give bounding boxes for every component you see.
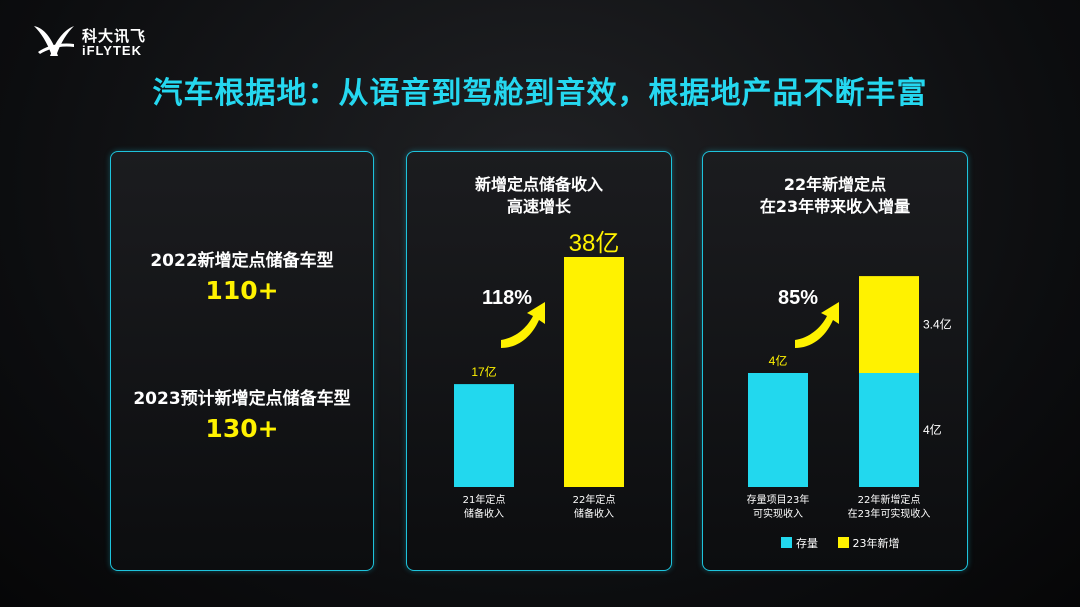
- chart2-bar-2-existing: [859, 373, 919, 487]
- chart2-bar1-value-label: 4亿: [769, 353, 788, 368]
- legend-label-new: 23年新增: [852, 537, 900, 550]
- reserve-models-panel: 2022新增定点储备车型 110+ 2023预计新增定点储备车型 130+: [110, 151, 374, 571]
- chart2-bar2-existing-label: 4亿: [923, 422, 942, 437]
- chart1-title-line2: 高速增长: [506, 197, 571, 216]
- chart2-bar-1-existing: [748, 373, 808, 487]
- chart1-bar-1: [454, 384, 514, 487]
- chart2-category-label-2-1: 22年新增定点: [858, 493, 921, 506]
- incremental-income-chart: 22年新增定点 在23年带来收入增量 存量项目23年 可实现收入 22年新增定点 在2…: [702, 151, 968, 571]
- iflytek-logo-icon: [34, 26, 74, 56]
- chart2-growth-arrow: [795, 302, 839, 348]
- chart1-category-label-1-2: 储备收入: [464, 507, 504, 520]
- chart2-category-label-2-2: 在23年可实现收入: [848, 507, 931, 520]
- chart1-growth-label: 118%: [482, 287, 532, 309]
- chart2-title-line2: 在23年带来收入增量: [759, 197, 911, 216]
- stat-2022-label: 2022新增定点储备车型: [150, 251, 334, 271]
- reserve-income-growth-chart: 新增定点储备收入 高速增长 17亿 21年定点 储备收入 38亿 22年定点 储备收入 11…: [406, 151, 672, 571]
- chart1-value-label-2: 38亿: [569, 230, 620, 257]
- page-title: 汽车根据地：从语音到驾舱到音效，根据地产品不断丰富: [152, 76, 928, 111]
- chart2-legend: 存量 23年新增: [781, 535, 916, 551]
- chart2-bar2-new-label: 3.4亿: [923, 317, 952, 332]
- chart1-category-label-2-1: 22年定点: [573, 493, 616, 506]
- stat-2023-value: 130+: [205, 414, 279, 443]
- iflytek-logo: 科大讯飞 iFLYTEK: [30, 22, 160, 62]
- logo-english-name: iFLYTEK: [82, 43, 142, 58]
- chart1-growth-arrow: [501, 302, 545, 348]
- chart2-category-label-1-2: 可实现收入: [753, 507, 803, 520]
- legend-swatch-new: [837, 537, 849, 548]
- legend-item-existing: 存量: [781, 537, 818, 550]
- chart1-category-label-2-2: 储备收入: [574, 507, 614, 520]
- legend-label-existing: 存量: [796, 537, 818, 550]
- chart1-bar-2: [564, 257, 624, 487]
- legend-swatch-existing: [781, 537, 792, 548]
- stat-2023-label: 2023预计新增定点储备车型: [133, 389, 351, 409]
- chart2-title: 22年新增定点 在23年带来收入增量: [703, 174, 967, 218]
- chart2-title-line1: 22年新增定点: [783, 175, 887, 194]
- logo-chinese-name: 科大讯飞: [82, 27, 147, 45]
- legend-item-new: 23年新增: [837, 537, 900, 550]
- chart1-title-line1: 新增定点储备收入: [474, 175, 603, 194]
- stat-2022-value: 110+: [205, 276, 279, 305]
- chart1-value-label-1: 17亿: [471, 364, 496, 379]
- chart1-category-label-1-1: 21年定点: [463, 493, 506, 506]
- chart2-growth-label: 85%: [778, 287, 818, 309]
- chart2-category-label-1-1: 存量项目23年: [747, 493, 810, 506]
- chart1-title: 新增定点储备收入 高速增长: [407, 174, 671, 218]
- chart2-bar-2-new: [859, 276, 919, 373]
